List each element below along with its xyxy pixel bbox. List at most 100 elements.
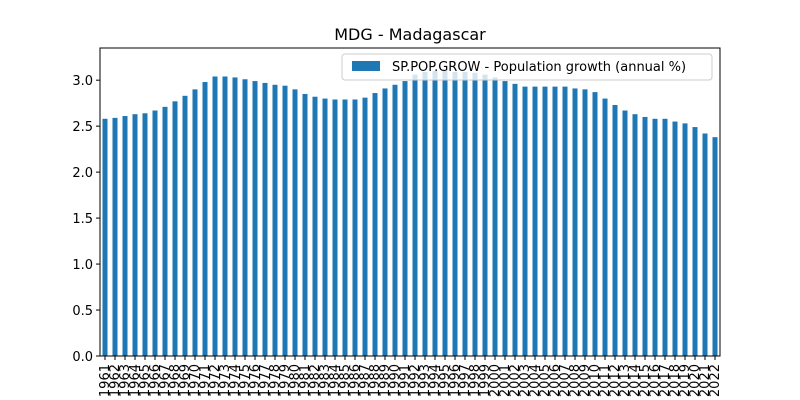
x-tick-label: 1965 bbox=[138, 364, 153, 397]
x-tick-label: 1968 bbox=[168, 364, 183, 397]
plot-frame bbox=[99, 47, 721, 357]
x-tick-label: 2014 bbox=[628, 364, 643, 397]
x-tick-label: 2017 bbox=[658, 364, 673, 397]
chart-title: MDG - Madagascar bbox=[334, 25, 486, 44]
x-tick-label: 1995 bbox=[438, 364, 453, 397]
x-tick-label: 2020 bbox=[688, 364, 703, 397]
bar-1966 bbox=[152, 110, 158, 357]
y-tick-label: 2.5 bbox=[72, 120, 93, 135]
x-tick-label: 1999 bbox=[478, 364, 493, 397]
x-tick-label: 1983 bbox=[318, 364, 333, 397]
x-tick-label: 2003 bbox=[518, 364, 533, 397]
y-tick-label: 0.5 bbox=[72, 304, 93, 319]
x-tick-label: 1964 bbox=[128, 364, 143, 397]
bar-2010 bbox=[592, 92, 598, 356]
bar-1963 bbox=[122, 116, 128, 356]
x-tick-label: 1972 bbox=[208, 364, 223, 397]
bar-1981 bbox=[302, 93, 308, 356]
axes-group: 0.00.51.01.52.02.53.01961196219631964196… bbox=[72, 47, 723, 397]
x-tick-label: 1997 bbox=[458, 364, 473, 397]
x-tick-label: 1966 bbox=[148, 364, 163, 397]
bar-1989 bbox=[382, 88, 388, 356]
bar-2008 bbox=[572, 88, 578, 356]
bar-1968 bbox=[172, 101, 178, 356]
x-tick-label: 1998 bbox=[468, 364, 483, 397]
x-tick-label: 2007 bbox=[558, 364, 573, 397]
x-tick-label: 1981 bbox=[298, 364, 313, 397]
bar-1961 bbox=[102, 118, 108, 356]
x-tick-label: 2008 bbox=[568, 364, 583, 397]
bar-1988 bbox=[372, 93, 378, 357]
x-tick-label: 1975 bbox=[238, 364, 253, 397]
y-tick-label: 1.0 bbox=[72, 258, 93, 273]
x-tick-label: 1990 bbox=[388, 364, 403, 397]
bar-2013 bbox=[622, 110, 628, 357]
x-tick-label: 2012 bbox=[608, 364, 623, 397]
bar-1962 bbox=[112, 117, 118, 357]
x-tick-label: 1974 bbox=[228, 364, 243, 397]
bar-1973 bbox=[222, 76, 228, 356]
bar-1985 bbox=[342, 99, 348, 357]
x-tick-label: 1976 bbox=[248, 364, 263, 397]
bar-2002 bbox=[512, 83, 518, 357]
x-tick-label: 2019 bbox=[678, 364, 693, 397]
x-tick-label: 1996 bbox=[448, 364, 463, 397]
bar-1965 bbox=[142, 113, 148, 356]
bar-1991 bbox=[402, 81, 408, 356]
x-tick-label: 1962 bbox=[108, 364, 123, 397]
bar-1983 bbox=[322, 98, 328, 356]
bar-2017 bbox=[662, 118, 668, 356]
bar-2009 bbox=[582, 89, 588, 357]
bar-2019 bbox=[682, 123, 688, 356]
bar-1970 bbox=[192, 89, 198, 357]
x-tick-label: 1989 bbox=[378, 364, 393, 397]
x-tick-label: 2005 bbox=[538, 364, 553, 397]
x-tick-label: 1971 bbox=[198, 364, 213, 397]
bar-1971 bbox=[202, 82, 208, 357]
bar-2001 bbox=[502, 81, 508, 356]
y-tick-label: 0.0 bbox=[72, 350, 93, 365]
bar-1980 bbox=[292, 89, 298, 357]
x-tick-label: 1982 bbox=[308, 364, 323, 397]
x-tick-label: 1977 bbox=[258, 364, 273, 397]
x-tick-label: 2016 bbox=[648, 364, 663, 397]
bar-2020 bbox=[692, 127, 698, 356]
bar-1996 bbox=[452, 71, 458, 357]
x-tick-label: 1984 bbox=[328, 364, 343, 397]
x-tick-label: 2018 bbox=[668, 364, 683, 397]
bar-2022 bbox=[712, 137, 718, 356]
y-tick-label: 2.0 bbox=[72, 166, 93, 181]
bar-1975 bbox=[242, 79, 248, 356]
bar-2021 bbox=[702, 133, 708, 356]
bar-2000 bbox=[492, 77, 498, 357]
x-tick-label: 2001 bbox=[498, 364, 513, 397]
bar-1978 bbox=[272, 84, 278, 356]
bar-1967 bbox=[162, 106, 168, 356]
bar-1993 bbox=[422, 71, 428, 357]
bar-1986 bbox=[352, 99, 358, 357]
bar-1976 bbox=[252, 81, 258, 356]
bar-2012 bbox=[612, 105, 618, 356]
x-tick-label: 2009 bbox=[578, 364, 593, 397]
x-tick-label: 2022 bbox=[708, 364, 723, 397]
x-tick-label: 1992 bbox=[408, 364, 423, 397]
bar-1997 bbox=[462, 71, 468, 357]
bar-1974 bbox=[232, 77, 238, 357]
bar-2003 bbox=[522, 86, 528, 357]
bar-2005 bbox=[542, 86, 548, 357]
x-tick-label: 2004 bbox=[528, 364, 543, 397]
x-tick-label: 1985 bbox=[338, 364, 353, 397]
bar-1995 bbox=[442, 70, 448, 357]
x-tick-label: 2010 bbox=[588, 364, 603, 397]
bar-2007 bbox=[562, 86, 568, 357]
x-tick-label: 1967 bbox=[158, 364, 173, 397]
x-tick-label: 2000 bbox=[488, 364, 503, 397]
legend-swatch bbox=[352, 61, 380, 71]
x-tick-label: 1969 bbox=[178, 364, 193, 397]
bar-2015 bbox=[642, 116, 648, 357]
x-tick-label: 1973 bbox=[218, 364, 233, 397]
bar-1984 bbox=[332, 99, 338, 357]
x-tick-label: 1987 bbox=[358, 364, 373, 397]
